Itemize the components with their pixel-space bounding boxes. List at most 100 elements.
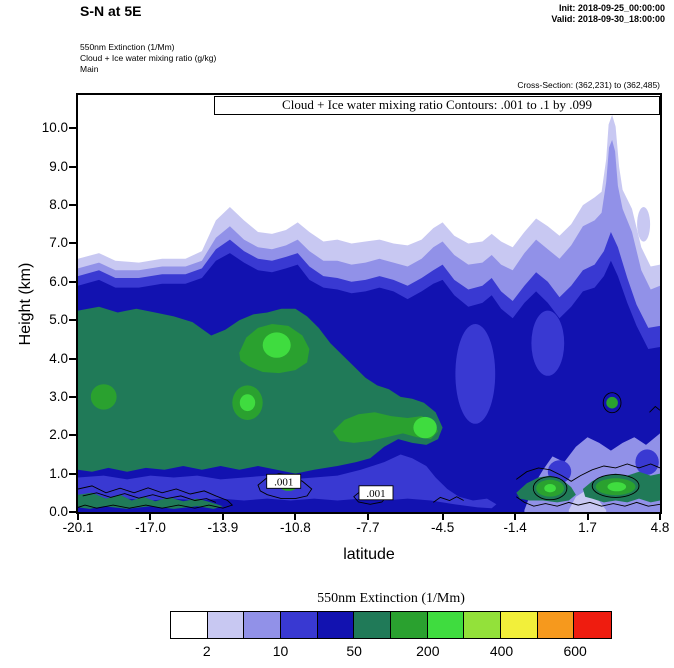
legend-tick-label: 10 — [272, 643, 289, 659]
legend-cell — [244, 612, 282, 638]
legend-colorbar — [170, 611, 612, 639]
legend-cell — [171, 612, 208, 638]
cloud-ice-contour-line — [649, 405, 660, 413]
init-timestamp: Init: 2018-09-25_00:00:00 — [558, 3, 665, 13]
x-axis-label: latitude — [343, 546, 395, 563]
x-tick-label: -17.0 — [135, 520, 166, 535]
legend-cell — [501, 612, 538, 638]
y-tick-label: 6.0 — [49, 273, 68, 289]
legend-cell — [354, 612, 392, 638]
x-tick-label: -10.8 — [279, 520, 311, 535]
legend-tick-label: 2 — [202, 643, 211, 659]
contour-fill — [635, 449, 659, 475]
legend-tick-label: 600 — [563, 643, 587, 659]
y-tick-label: 10.0 — [41, 120, 68, 136]
cloud-ice-contour-line — [591, 473, 640, 498]
y-tick — [69, 319, 78, 322]
contour-fill — [568, 490, 607, 512]
y-tick-label: 2.0 — [49, 427, 68, 443]
legend-cell — [281, 612, 318, 638]
contour-fill — [637, 207, 651, 242]
contour-fill — [262, 332, 291, 358]
contour-label-box — [358, 485, 394, 501]
x-tick — [294, 512, 297, 520]
cloud-ice-contour-line — [602, 392, 622, 414]
y-tick — [69, 204, 78, 207]
contour-fill — [239, 394, 256, 412]
plot-title: S-N at 5E — [80, 3, 142, 19]
legend-cell — [391, 612, 428, 638]
y-tick-label: 1.0 — [49, 465, 68, 481]
y-tick — [69, 434, 78, 437]
contour-fill — [606, 396, 618, 409]
run-timestamps: Init: 2018-09-25_00:00:00 Valid: 2018-09… — [551, 3, 665, 25]
y-tick-label: 0.0 — [49, 504, 68, 519]
contour-label: .001 — [358, 485, 394, 501]
contour-fill — [332, 412, 438, 443]
x-tick — [221, 512, 224, 520]
cloud-ice-contour-line — [516, 463, 660, 482]
x-tick-label: -4.5 — [430, 520, 455, 535]
contour-label-box — [266, 473, 302, 489]
y-tick — [69, 511, 78, 513]
legend-tick-label: 50 — [346, 643, 362, 659]
y-tick — [69, 280, 78, 283]
valid-timestamp: Valid: 2018-09-30_18:00:00 — [551, 14, 665, 24]
contour-fill — [455, 324, 496, 424]
y-tick — [69, 165, 78, 168]
cloud-ice-contour-line — [433, 496, 464, 503]
cloud-ice-contour-line — [532, 476, 568, 501]
mixing-ratio-caption: Cloud + Ice water mixing ratio (g/kg) — [80, 53, 217, 63]
legend-cell — [464, 612, 502, 638]
x-tick-label: 1.7 — [578, 520, 597, 535]
legend-tick-label: 200 — [416, 643, 440, 659]
contour-label: .001 — [266, 473, 302, 489]
x-tick-label: -7.7 — [356, 520, 380, 535]
y-tick — [69, 127, 78, 130]
legend-tick-label: 400 — [489, 643, 514, 659]
legend-cell — [207, 612, 245, 638]
x-tick — [514, 512, 517, 520]
y-tick — [69, 472, 78, 475]
extinction-caption: 550nm Extinction (1/Mm) — [80, 42, 175, 52]
y-tick-label: 7.0 — [49, 235, 68, 251]
variable-captions: 550nm Extinction (1/Mm) Cloud + Ice wate… — [80, 42, 216, 75]
x-tick — [77, 512, 79, 520]
cross-section-caption: Cross-Section: (362,231) to (362,485) — [517, 80, 660, 90]
contour-annotation: Cloud + Ice water mixing ratio Contours:… — [214, 96, 660, 115]
cloud-ice-contour-line — [516, 496, 660, 507]
y-tick-label: 3.0 — [49, 388, 68, 404]
x-tick — [659, 512, 661, 520]
legend-cell — [427, 612, 465, 638]
contour-fill — [607, 482, 627, 492]
y-tick — [69, 395, 78, 398]
contour-fill — [90, 384, 117, 410]
cloud-ice-contour-line — [82, 492, 217, 503]
legend-cell — [537, 612, 575, 638]
x-tick-label: -20.1 — [62, 520, 94, 535]
y-tick — [69, 357, 78, 360]
x-tick-label: -13.9 — [207, 520, 239, 535]
legend-cell — [317, 612, 355, 638]
x-tick — [366, 512, 369, 520]
contour-label-text: .001 — [366, 488, 385, 500]
x-tick-label: -1.4 — [503, 520, 527, 535]
legend-title: 550nm Extinction (1/Mm) — [317, 591, 465, 606]
y-tick-label: 4.0 — [49, 350, 68, 366]
x-tick-label: 4.8 — [650, 520, 670, 535]
contour-fill — [544, 484, 556, 493]
model-caption: Main — [80, 64, 99, 74]
y-tick — [69, 242, 78, 245]
contour-field-svg: .001 .001 — [78, 114, 660, 512]
x-tick — [586, 512, 589, 520]
y-tick-label: 5.0 — [49, 312, 68, 328]
contour-fill — [413, 416, 437, 439]
contour-label-text: .001 — [274, 476, 293, 488]
y-tick-label: 8.0 — [49, 197, 68, 213]
contour-fill — [531, 310, 565, 376]
x-tick — [441, 512, 444, 520]
cloud-ice-contour-line — [78, 485, 234, 509]
x-tick — [149, 512, 152, 520]
legend-cell — [574, 612, 612, 638]
